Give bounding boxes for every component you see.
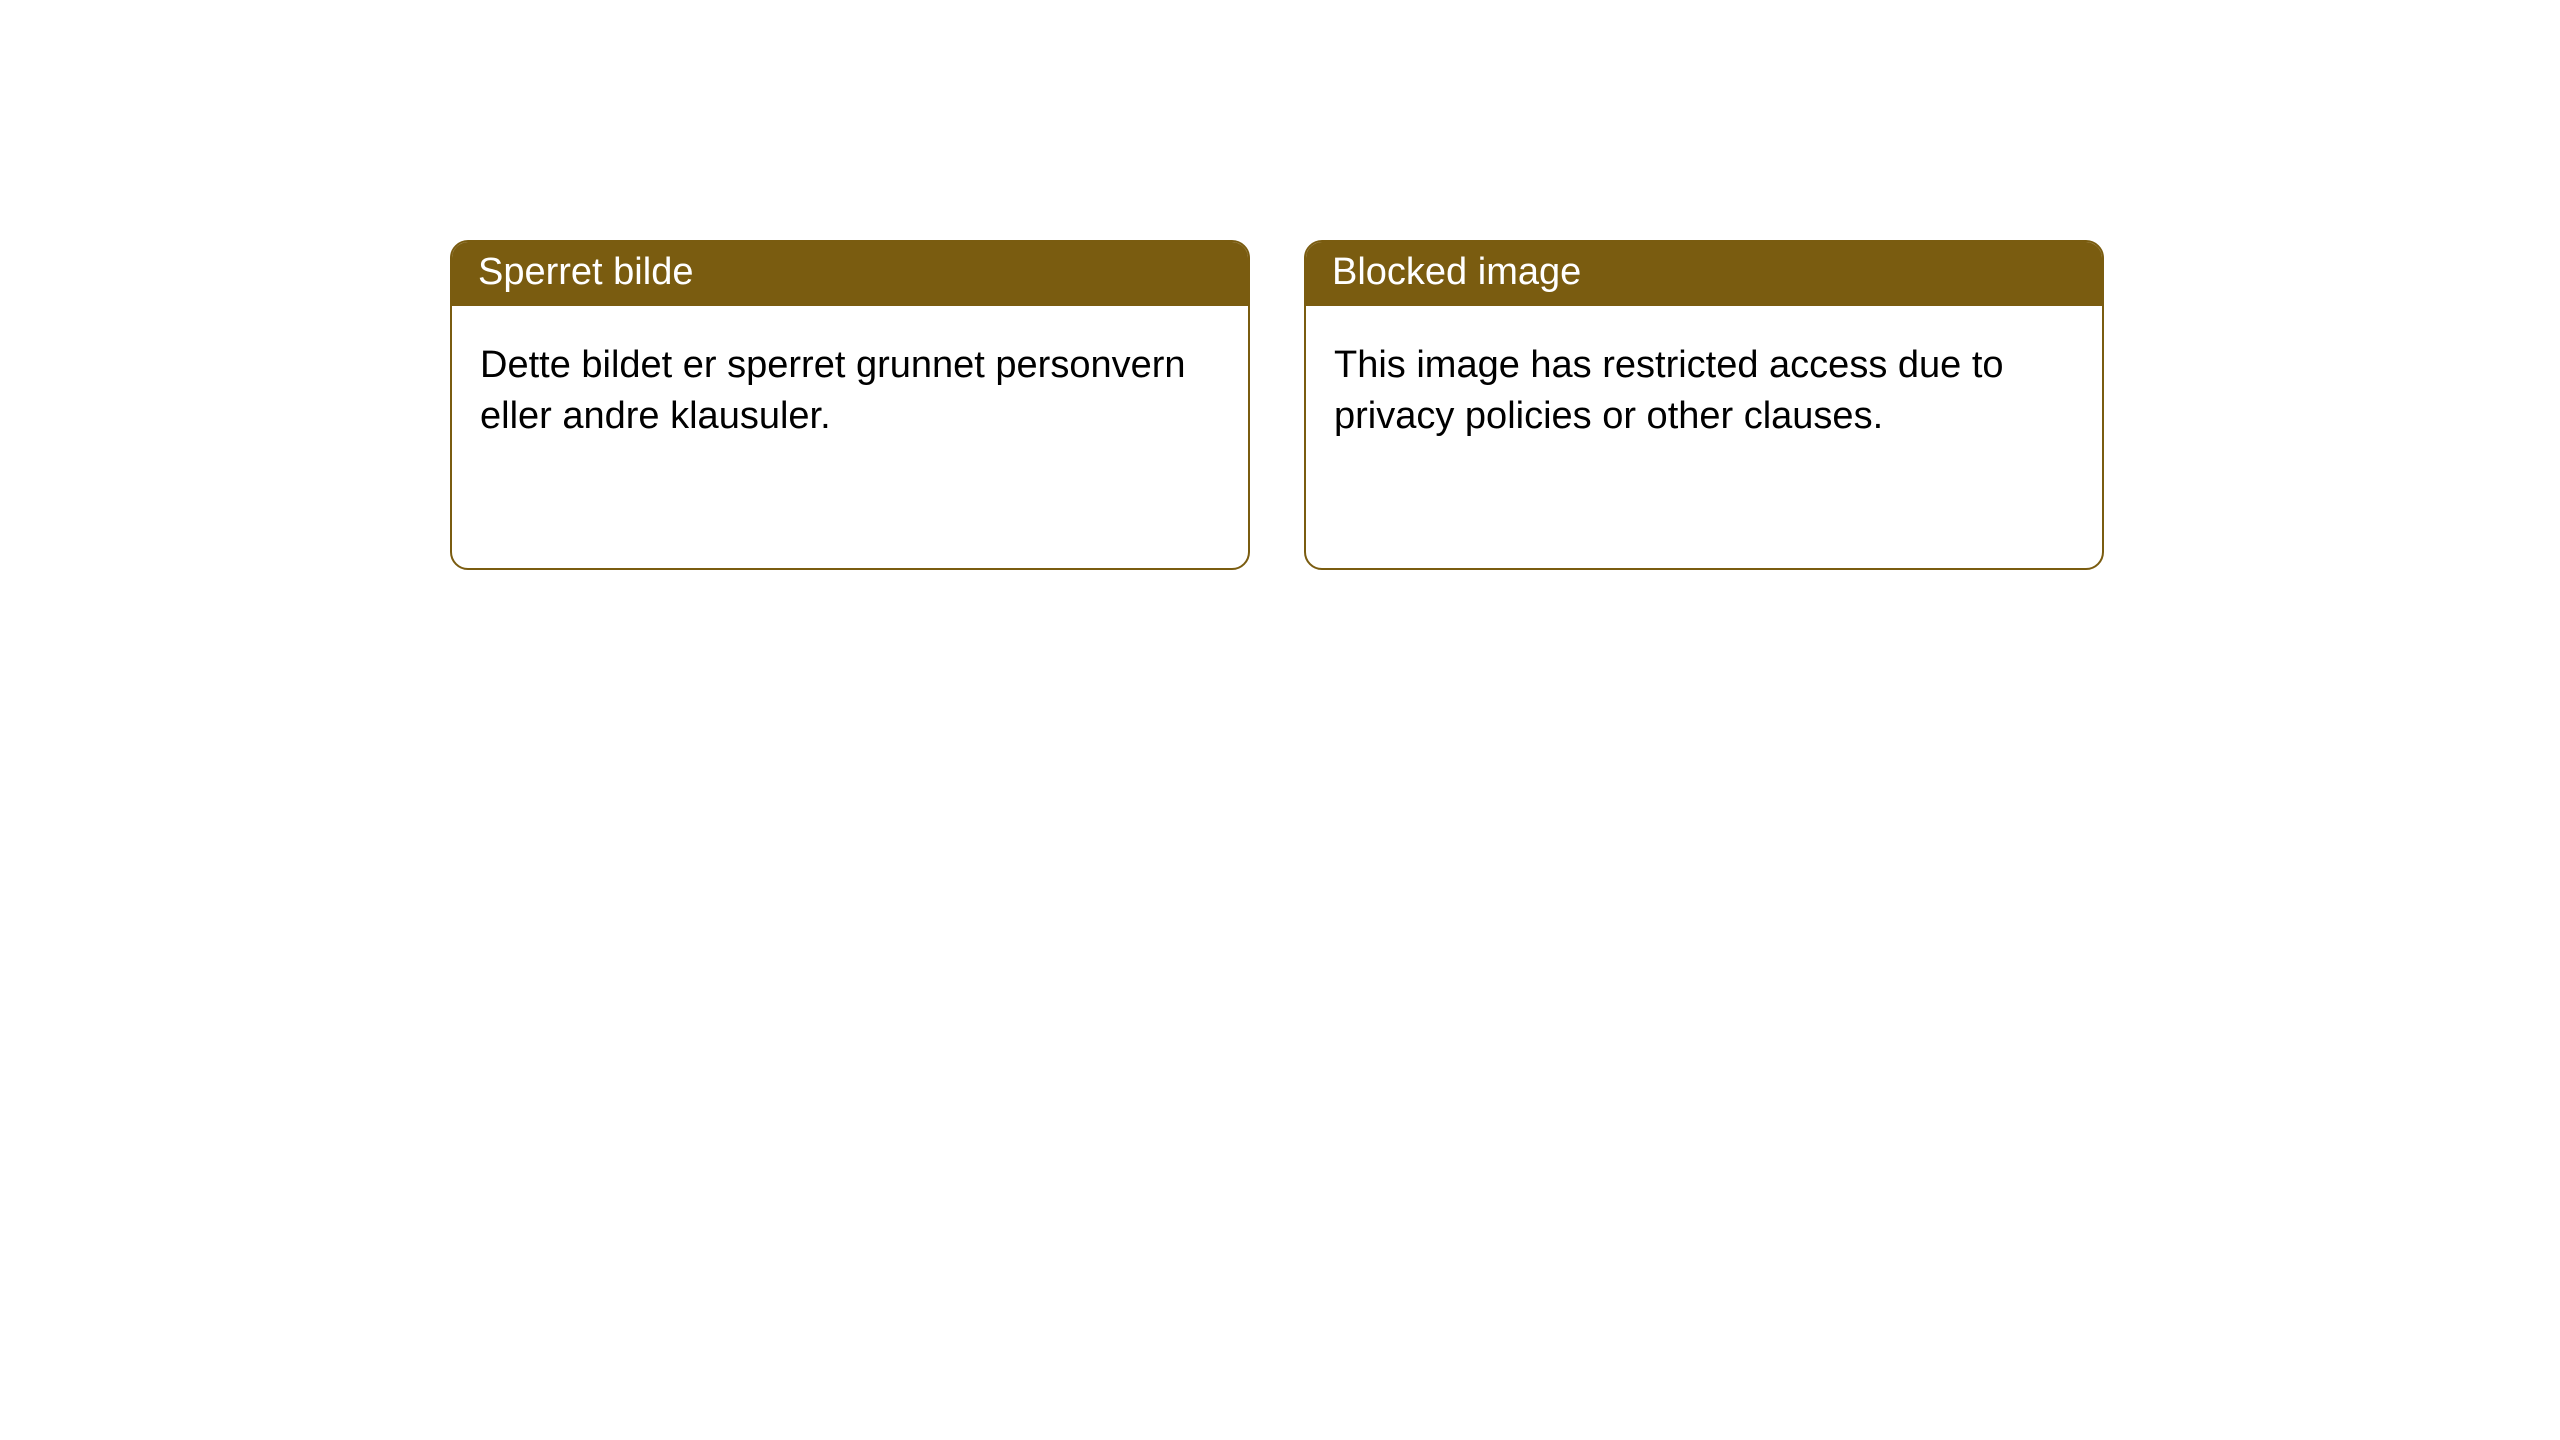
blocked-image-card-no: Sperret bilde Dette bildet er sperret gr… (450, 240, 1250, 570)
cards-container: Sperret bilde Dette bildet er sperret gr… (0, 0, 2560, 570)
card-body: Dette bildet er sperret grunnet personve… (452, 306, 1248, 477)
card-header: Blocked image (1306, 242, 2102, 306)
card-header: Sperret bilde (452, 242, 1248, 306)
blocked-image-card-en: Blocked image This image has restricted … (1304, 240, 2104, 570)
card-body: This image has restricted access due to … (1306, 306, 2102, 477)
